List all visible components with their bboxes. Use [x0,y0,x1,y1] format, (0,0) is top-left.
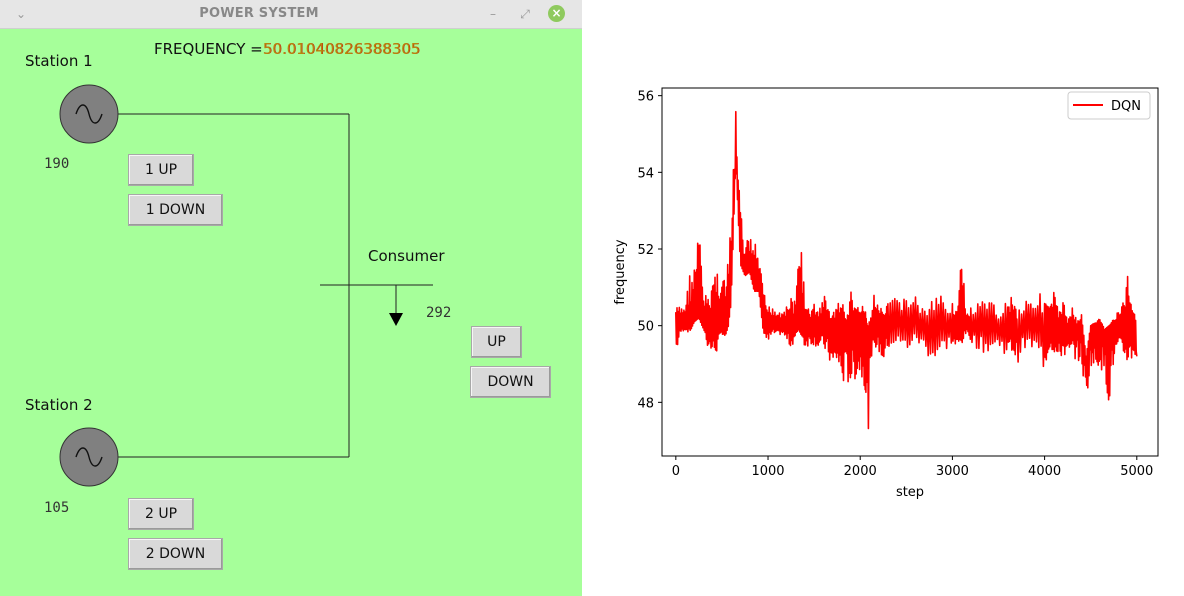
station2-down-button[interactable]: 2 DOWN [128,538,223,570]
frequency-value: 50.01040826388305 [262,40,421,58]
legend-label-dqn: DQN [1111,99,1141,114]
consumer-up-button[interactable]: UP [471,326,522,358]
window-menu-icon[interactable]: ⌄ [15,7,27,21]
series-dqn [675,110,1138,430]
station2-label: Station 2 [25,396,93,414]
y-tick-label: 56 [637,90,654,105]
circuit-diagram [59,84,433,487]
title-bar[interactable]: ⌄ POWER SYSTEM – ⤢ × [0,0,582,29]
y-tick-label: 52 [637,243,654,258]
x-axis-ticks: 0 1000 2000 3000 4000 5000 [672,456,1153,479]
y-tick-label: 50 [637,320,654,335]
station1-up-button[interactable]: 1 UP [128,154,194,186]
maximize-icon[interactable]: ⤢ [520,7,530,21]
x-tick-label: 3000 [936,464,969,479]
consumer-load: 292 [426,305,452,321]
x-tick-label: 1000 [751,464,784,479]
x-tick-label: 0 [672,464,680,479]
series-line-dqn [675,110,1138,430]
frequency-chart: 0 1000 2000 3000 4000 5000 48 50 52 54 56 step fr… [613,87,1159,500]
close-icon[interactable]: × [548,5,565,22]
generator2-icon [59,427,119,487]
window-title: POWER SYSTEM [199,6,319,21]
y-axis-label: frequency [613,239,628,305]
frequency-readout: FREQUENCY =50.01040826388305 [154,40,420,58]
consumer-label: Consumer [368,247,445,265]
station2-up-button[interactable]: 2 UP [128,498,194,530]
x-axis-label: step [896,485,924,500]
station1-output: 190 [44,156,70,172]
x-tick-label: 2000 [844,464,877,479]
station1-label: Station 1 [25,52,93,70]
load-arrow-icon [389,313,403,326]
minimize-icon[interactable]: – [490,7,496,21]
legend: DQN [1067,91,1151,120]
consumer-down-button[interactable]: DOWN [470,366,551,398]
y-axis-ticks: 48 50 52 54 56 [637,90,662,411]
station2-output: 105 [44,500,70,516]
y-tick-label: 54 [637,166,654,181]
frequency-label: FREQUENCY = [154,40,263,58]
x-tick-label: 5000 [1120,464,1153,479]
x-tick-label: 4000 [1028,464,1061,479]
generator1-icon [59,84,119,144]
power-system-window: ⌄ POWER SYSTEM – ⤢ × FREQUENCY =50.01040… [0,0,582,596]
station1-down-button[interactable]: 1 DOWN [128,194,223,226]
y-tick-label: 48 [637,396,654,411]
legend-box [1067,91,1151,120]
